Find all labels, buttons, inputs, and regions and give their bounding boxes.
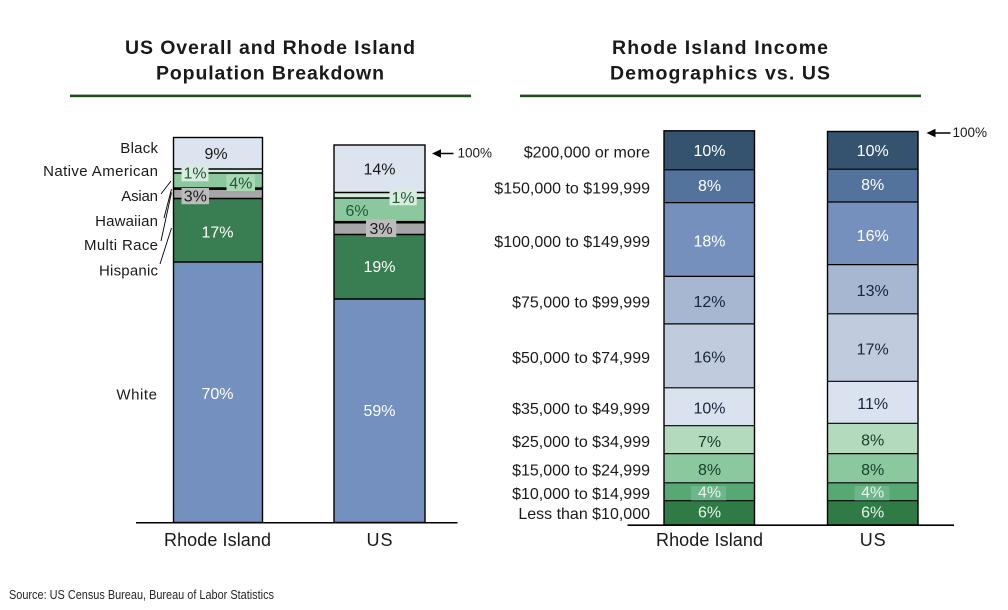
svg-text:Rhode Island: Rhode Island: [656, 530, 763, 550]
svg-text:$15,000 to $24,999: $15,000 to $24,999: [512, 463, 650, 480]
svg-text:Hawaiian: Hawaiian: [95, 213, 158, 230]
svg-text:1%: 1%: [391, 190, 414, 207]
svg-text:6%: 6%: [345, 203, 368, 220]
svg-text:17%: 17%: [201, 224, 233, 241]
svg-text:8%: 8%: [698, 178, 721, 195]
svg-text:6%: 6%: [861, 505, 884, 522]
svg-text:$150,000 to $199,999: $150,000 to $199,999: [494, 181, 650, 198]
svg-text:100%: 100%: [953, 125, 988, 140]
svg-text:Rhode Island Income: Rhode Island Income: [612, 37, 828, 59]
svg-text:70%: 70%: [201, 386, 233, 403]
svg-text:19%: 19%: [363, 259, 395, 276]
svg-text:US Overall and Rhode Island: US Overall and Rhode Island: [125, 37, 415, 59]
svg-text:16%: 16%: [693, 350, 725, 367]
svg-text:4%: 4%: [698, 485, 721, 502]
svg-text:3%: 3%: [184, 188, 207, 205]
svg-text:$25,000 to $34,999: $25,000 to $34,999: [512, 434, 650, 451]
svg-text:10%: 10%: [693, 401, 725, 418]
svg-text:7%: 7%: [698, 434, 721, 451]
svg-text:8%: 8%: [861, 432, 884, 449]
svg-text:$50,000 to $74,999: $50,000 to $74,999: [512, 350, 650, 367]
svg-text:100%: 100%: [458, 146, 493, 161]
svg-text:11%: 11%: [857, 396, 888, 413]
svg-text:$35,000 to $49,999: $35,000 to $49,999: [512, 401, 650, 418]
svg-text:14%: 14%: [363, 162, 395, 179]
svg-text:US: US: [860, 530, 886, 550]
svg-text:$75,000 to $99,999: $75,000 to $99,999: [512, 295, 650, 312]
svg-text:1%: 1%: [183, 166, 206, 183]
svg-text:17%: 17%: [857, 341, 889, 358]
svg-text:8%: 8%: [861, 462, 884, 479]
svg-text:$100,000 to $149,999: $100,000 to $149,999: [494, 234, 650, 251]
svg-text:10%: 10%: [857, 143, 889, 160]
svg-text:$200,000 or more: $200,000 or more: [524, 145, 650, 162]
svg-text:9%: 9%: [204, 146, 227, 163]
svg-text:Asian: Asian: [121, 188, 158, 205]
svg-text:US: US: [367, 530, 393, 550]
svg-text:18%: 18%: [693, 233, 725, 250]
svg-text:13%: 13%: [857, 283, 889, 300]
svg-text:Black: Black: [120, 140, 158, 157]
svg-text:3%: 3%: [369, 221, 392, 238]
svg-text:White: White: [116, 386, 157, 403]
svg-text:Demographics vs. US: Demographics vs. US: [610, 63, 830, 85]
svg-text:Source: US Census Bureau, Bure: Source: US Census Bureau, Bureau of Labo…: [9, 587, 274, 602]
svg-text:4%: 4%: [861, 485, 884, 502]
svg-text:8%: 8%: [861, 177, 884, 194]
svg-text:Less than $10,000: Less than $10,000: [518, 506, 650, 523]
svg-text:Hispanic: Hispanic: [99, 262, 159, 279]
svg-text:6%: 6%: [698, 505, 721, 522]
svg-text:59%: 59%: [363, 403, 395, 420]
svg-text:Native American: Native American: [43, 163, 158, 180]
svg-text:Population Breakdown: Population Breakdown: [156, 63, 384, 85]
svg-text:16%: 16%: [857, 228, 889, 245]
svg-text:4%: 4%: [229, 175, 252, 192]
svg-text:$10,000 to $14,999: $10,000 to $14,999: [512, 486, 650, 503]
svg-text:10%: 10%: [693, 143, 725, 160]
svg-text:8%: 8%: [698, 462, 721, 479]
svg-text:Multi Race: Multi Race: [84, 237, 158, 254]
svg-text:Rhode Island: Rhode Island: [164, 530, 271, 550]
svg-text:12%: 12%: [693, 294, 725, 311]
